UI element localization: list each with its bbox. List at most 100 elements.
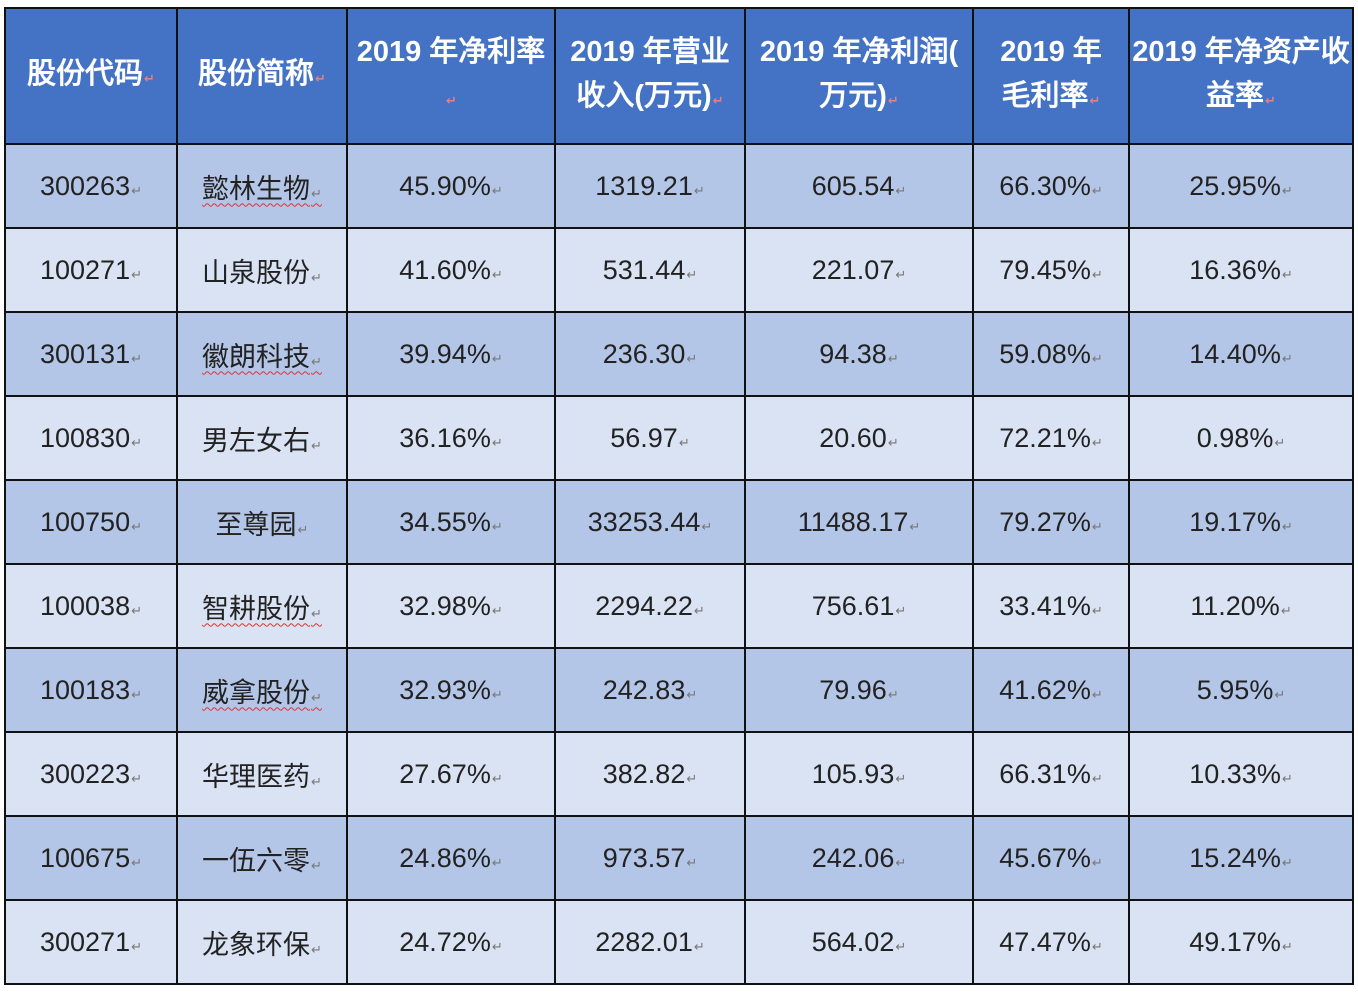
column-header: 股份简称 <box>176 7 348 145</box>
cell-value: 39.94% <box>399 339 502 369</box>
table-cell: 79.27% <box>972 479 1130 565</box>
table-cell: 79.45% <box>972 227 1130 313</box>
table-cell: 66.30% <box>972 143 1130 229</box>
column-header: 2019 年毛利率 <box>972 7 1130 145</box>
table-cell: 27.67% <box>346 731 556 817</box>
cell-value: 32.93% <box>399 675 502 705</box>
table-cell: 41.60% <box>346 227 556 313</box>
cell-value: 1319.21 <box>595 171 705 201</box>
column-header-label: 股份代码 <box>27 52 155 101</box>
table-row: 100183 威拿股份 32.93% 242.83 79.96 41.62% 5.95% <box>4 647 1354 733</box>
table-row: 300223 华理医药 27.67% 382.82 105.93 66.31% 10.33% <box>4 731 1354 817</box>
table-cell: 1319.21 <box>554 143 746 229</box>
table-row: 300263 懿林生物 45.90% 1319.21 605.54 66.30% 25.95… <box>4 143 1354 229</box>
table-cell: 徽朗科技 <box>176 311 348 397</box>
table-cell: 25.95% <box>1128 143 1354 229</box>
cell-value: 0.98% <box>1197 423 1285 453</box>
table-cell: 564.02 <box>744 899 974 985</box>
table-cell: 华理医药 <box>176 731 348 817</box>
table-cell: 龙象环保 <box>176 899 348 985</box>
cell-value: 564.02 <box>812 927 907 957</box>
table-cell: 11.20% <box>1128 563 1354 649</box>
table-cell: 33253.44 <box>554 479 746 565</box>
table-cell: 19.17% <box>1128 479 1354 565</box>
cell-value: 79.27% <box>999 507 1102 537</box>
cell-value: 236.30 <box>603 339 698 369</box>
cell-value: 20.60 <box>819 423 898 453</box>
cell-value: 100750 <box>40 507 142 537</box>
cell-value: 41.62% <box>999 675 1102 705</box>
table-cell: 男左女右 <box>176 395 348 481</box>
table-cell: 20.60 <box>744 395 974 481</box>
table-cell: 300263 <box>4 143 178 229</box>
cell-value: 72.21% <box>999 423 1102 453</box>
column-header: 2019 年净利润( 万元) <box>744 7 974 145</box>
table-cell: 382.82 <box>554 731 746 817</box>
table-cell: 72.21% <box>972 395 1130 481</box>
table-cell: 36.16% <box>346 395 556 481</box>
cell-value: 45.90% <box>399 171 502 201</box>
table-cell: 242.83 <box>554 647 746 733</box>
table-cell: 100750 <box>4 479 178 565</box>
table-cell: 56.97 <box>554 395 746 481</box>
cell-value: 19.17% <box>1189 507 1292 537</box>
table-cell: 懿林生物 <box>176 143 348 229</box>
table-cell: 59.08% <box>972 311 1130 397</box>
stock-name: 至尊园 <box>216 510 309 540</box>
cell-value: 14.40% <box>1189 339 1292 369</box>
table-cell: 66.31% <box>972 731 1130 817</box>
table-cell: 100830 <box>4 395 178 481</box>
table-cell: 300271 <box>4 899 178 985</box>
cell-value: 36.16% <box>399 423 502 453</box>
cell-value: 300263 <box>40 171 142 201</box>
stock-name: 懿林生物 <box>202 174 322 204</box>
cell-value: 242.06 <box>812 843 907 873</box>
cell-value: 100675 <box>40 843 142 873</box>
cell-value: 2282.01 <box>595 927 705 957</box>
table-cell: 100183 <box>4 647 178 733</box>
table-cell: 5.95% <box>1128 647 1354 733</box>
cell-value: 300131 <box>40 339 142 369</box>
table-cell: 49.17% <box>1128 899 1354 985</box>
cell-value: 33253.44 <box>588 507 713 537</box>
table-cell: 45.67% <box>972 815 1130 901</box>
table-cell: 47.47% <box>972 899 1130 985</box>
cell-value: 66.31% <box>999 759 1102 789</box>
cell-value: 41.60% <box>399 255 502 285</box>
cell-value: 242.83 <box>603 675 698 705</box>
cell-value: 300223 <box>40 759 142 789</box>
cell-value: 47.47% <box>999 927 1102 957</box>
cell-value: 79.45% <box>999 255 1102 285</box>
cell-value: 33.41% <box>999 591 1102 621</box>
cell-value: 605.54 <box>812 171 907 201</box>
cell-value: 221.07 <box>812 255 907 285</box>
table-cell: 100038 <box>4 563 178 649</box>
column-header-label: 2019 年毛利率 <box>995 30 1107 123</box>
cell-value: 15.24% <box>1189 843 1292 873</box>
cell-value: 66.30% <box>999 171 1102 201</box>
cell-value: 32.98% <box>399 591 502 621</box>
cell-value: 105.93 <box>812 759 907 789</box>
table-row: 100271 山泉股份 41.60% 531.44 221.07 79.45% 16.36% <box>4 227 1354 313</box>
cell-value: 100830 <box>40 423 142 453</box>
table-cell: 33.41% <box>972 563 1130 649</box>
cell-value: 56.97 <box>610 423 689 453</box>
table-row: 100675 一伍六零 24.86% 973.57 242.06 45.67% 15.24% <box>4 815 1354 901</box>
cell-value: 94.38 <box>819 339 898 369</box>
column-header: 2019 年净利率 <box>346 7 556 145</box>
table-cell: 10.33% <box>1128 731 1354 817</box>
table-cell: 24.86% <box>346 815 556 901</box>
table-cell: 32.98% <box>346 563 556 649</box>
table-cell: 山泉股份 <box>176 227 348 313</box>
cell-value: 25.95% <box>1189 171 1292 201</box>
cell-value: 45.67% <box>999 843 1102 873</box>
cell-value: 382.82 <box>603 759 698 789</box>
column-header-label: 2019 年净利率 <box>353 30 549 123</box>
table-cell: 300223 <box>4 731 178 817</box>
cell-value: 79.96 <box>819 675 898 705</box>
stock-name: 山泉股份 <box>202 258 322 288</box>
table-cell: 79.96 <box>744 647 974 733</box>
cell-value: 973.57 <box>603 843 698 873</box>
cell-value: 11488.17 <box>798 507 921 537</box>
table-row: 100830 男左女右 36.16% 56.97 20.60 72.21% 0.98% <box>4 395 1354 481</box>
